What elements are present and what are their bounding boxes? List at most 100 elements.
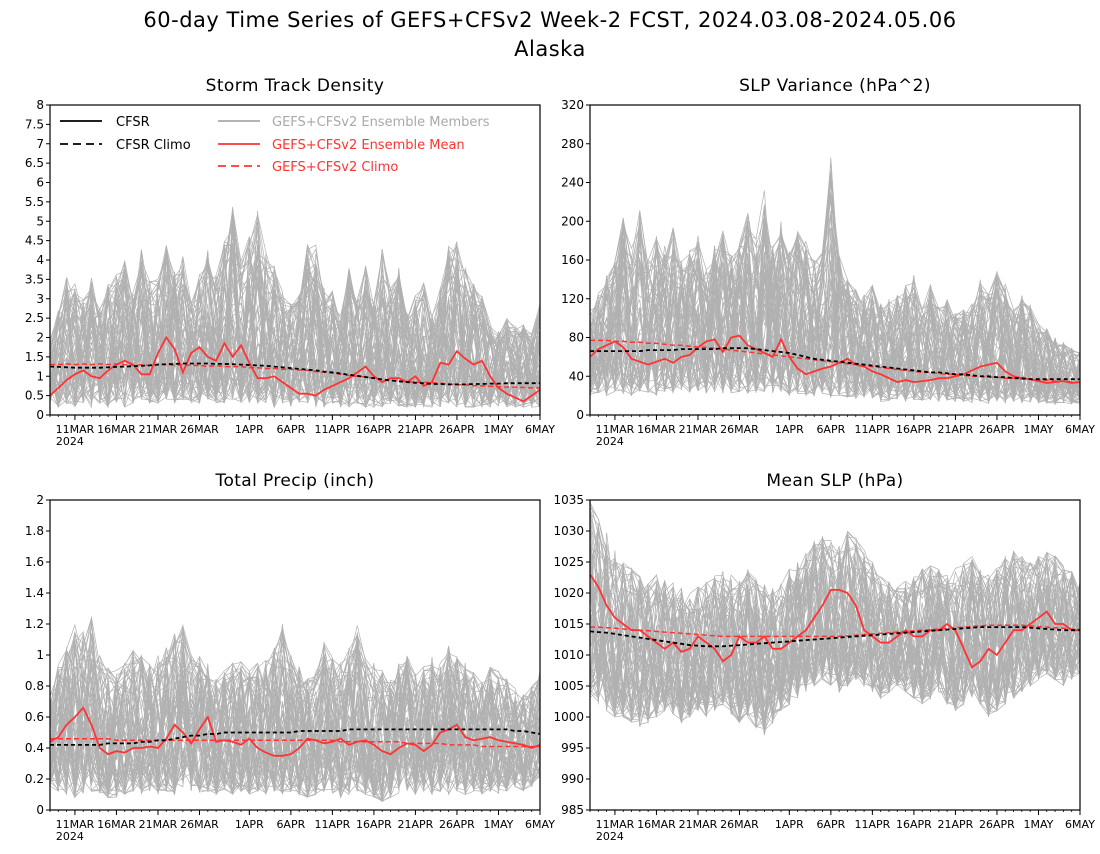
x-tick-label: 6APR xyxy=(816,818,845,831)
figure-title-line1: 60-day Time Series of GEFS+CFSv2 Week-2 … xyxy=(143,8,956,32)
x-tick-label: 1MAY xyxy=(1024,818,1054,831)
ensemble-member-line xyxy=(589,574,1081,725)
ensemble-member-line xyxy=(589,220,1081,403)
y-tick-label: 1010 xyxy=(553,648,584,662)
ensemble-member-line xyxy=(49,271,541,406)
x-tick-label: 21APR xyxy=(938,423,974,436)
legend-label-cfsr-climo: CFSR Climo xyxy=(116,138,191,153)
ensemble-member-line xyxy=(49,252,541,408)
ensemble-member-line xyxy=(589,545,1081,725)
y-tick-label: 3.5 xyxy=(25,272,44,286)
ensemble-member-line xyxy=(589,525,1081,712)
x-tick-label: 16MAR xyxy=(97,423,136,436)
x-tick-label: 16MAR xyxy=(97,818,136,831)
x-tick-label: 6APR xyxy=(276,423,305,436)
x-tick-label: 21APR xyxy=(398,818,434,831)
ensemble-member-line xyxy=(49,228,541,408)
y-tick-label: 2 xyxy=(36,331,44,345)
y-tick-label: 7.5 xyxy=(25,117,44,131)
x-tick-label: 6MAY xyxy=(1065,818,1095,831)
x-tick-label: 11MAR xyxy=(596,818,635,831)
y-tick-label: 1030 xyxy=(553,524,584,538)
legend-label-gefs-climo: GEFS+CFSv2 Climo xyxy=(272,160,398,175)
chart-panel-0: Storm Track Density 0 0.5 1 1.5 2 2.5 3 3.5 4 4.5 5… xyxy=(25,76,555,448)
ensemble-members xyxy=(589,501,1081,736)
series-line-cfsr_climo xyxy=(49,362,540,386)
x-tick-label: 11MAR xyxy=(56,818,95,831)
x-tick-label: 26MAR xyxy=(180,818,219,831)
y-tick-label: 0 xyxy=(576,408,584,422)
ensemble-member-line xyxy=(589,550,1081,733)
y-tick-label: 1.2 xyxy=(25,617,44,631)
x-tick-label: 26MAR xyxy=(180,423,219,436)
x-tick-label: 26APR xyxy=(439,423,475,436)
x-tick-label: 11APR xyxy=(854,423,890,436)
series-line-ens_mean xyxy=(49,706,541,757)
y-tick-label: 0.2 xyxy=(25,772,44,786)
y-tick-label: 3 xyxy=(36,292,44,306)
ensemble-member-line xyxy=(49,243,541,408)
x-tick-label: 1MAY xyxy=(484,423,514,436)
ensemble-member-line xyxy=(49,268,541,407)
x-year-label: 2024 xyxy=(56,435,84,448)
ensemble-member-line xyxy=(589,171,1081,404)
y-tick-label: 4 xyxy=(36,253,44,267)
ensemble-member-line xyxy=(589,502,1081,624)
y-tick-label: 2 xyxy=(36,493,44,507)
series-line-gefs_climo xyxy=(590,624,1081,638)
y-tick-label: 1020 xyxy=(553,586,584,600)
ensemble-member-line xyxy=(49,268,541,409)
ensemble-member-line xyxy=(589,245,1081,403)
y-tick-label: 240 xyxy=(561,176,584,190)
x-tick-label: 21MAR xyxy=(139,818,178,831)
ensemble-member-line xyxy=(589,564,1081,735)
legend-label-cfsr: CFSR xyxy=(116,115,150,130)
ensemble-member-line xyxy=(589,523,1081,718)
ensemble-members xyxy=(49,206,541,409)
y-tick-label: 1035 xyxy=(553,493,584,507)
x-tick-label: 16APR xyxy=(896,818,932,831)
y-tick-label: 40 xyxy=(569,369,584,383)
y-tick-label: 200 xyxy=(561,214,584,228)
x-year-label: 2024 xyxy=(56,830,84,843)
x-tick-label: 1APR xyxy=(235,423,264,436)
y-tick-label: 1000 xyxy=(553,710,584,724)
series-line-ens_mean xyxy=(589,334,1081,384)
y-tick-label: 6.5 xyxy=(25,156,44,170)
series-line-cfsr_climo xyxy=(590,347,1080,381)
y-tick-label: 1.4 xyxy=(25,586,44,600)
x-tick-label: 21APR xyxy=(938,818,974,831)
x-tick-label: 16MAR xyxy=(637,818,676,831)
series-line-ens_mean xyxy=(589,573,1080,669)
x-tick-label: 6MAY xyxy=(525,818,555,831)
y-tick-label: 320 xyxy=(561,98,584,112)
x-tick-label: 16APR xyxy=(896,423,932,436)
y-tick-label: 0.5 xyxy=(25,389,44,403)
x-tick-label: 11MAR xyxy=(56,423,95,436)
panel-title: Total Precip (inch) xyxy=(215,471,375,491)
panel-title: SLP Variance (hPa^2) xyxy=(739,76,931,96)
y-tick-label: 990 xyxy=(561,772,584,786)
x-tick-label: 16MAR xyxy=(637,423,676,436)
ensemble-member-line xyxy=(589,528,1081,643)
x-tick-label: 26APR xyxy=(439,818,475,831)
panel-title: Storm Track Density xyxy=(206,76,385,96)
x-tick-label: 11APR xyxy=(314,818,350,831)
y-tick-label: 0.8 xyxy=(25,679,44,693)
figure-title-line2: Alaska xyxy=(514,37,586,61)
series-line-cfsr_climo xyxy=(589,626,1080,648)
ensemble-member-line xyxy=(589,510,1081,631)
y-tick-label: 1.5 xyxy=(25,350,44,364)
y-tick-label: 1015 xyxy=(553,617,584,631)
y-tick-label: 0 xyxy=(36,803,44,817)
ensemble-member-line xyxy=(49,649,541,798)
legend-label-ens-mean: GEFS+CFSv2 Ensemble Mean xyxy=(272,138,465,153)
ensemble-member-line xyxy=(589,543,1081,631)
ensemble-member-line xyxy=(49,663,541,798)
y-tick-label: 8 xyxy=(36,98,44,112)
legend-label-members: GEFS+CFSv2 Ensemble Members xyxy=(272,115,490,130)
x-tick-label: 16APR xyxy=(356,423,392,436)
x-tick-label: 11MAR xyxy=(596,423,635,436)
y-tick-label: 4.5 xyxy=(25,234,44,248)
